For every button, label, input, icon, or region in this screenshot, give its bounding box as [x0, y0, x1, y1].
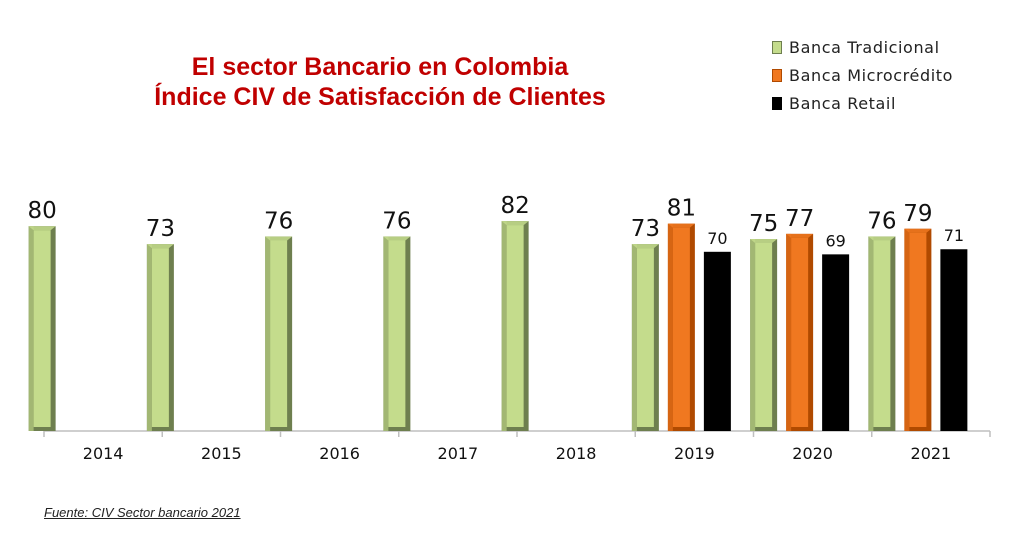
x-tick-label: 2015 [201, 444, 242, 463]
legend-item-microcredito: Banca Microcrédito [772, 61, 953, 89]
data-label: 73 [631, 216, 660, 242]
legend-item-tradicional: Banca Tradicional [772, 33, 953, 61]
data-label: 70 [707, 229, 727, 248]
x-tick-label: 2018 [556, 444, 597, 463]
data-label: 76 [867, 208, 896, 234]
bar-banca-retail-2019 [703, 251, 731, 431]
bar-banca-tradicional-2018 [501, 221, 529, 431]
bar-banca-tradicional-2019 [631, 244, 659, 431]
legend-label-microcredito: Banca Microcrédito [789, 65, 954, 85]
data-label: 75 [749, 211, 778, 237]
bar-banca-retail-2021 [940, 249, 968, 431]
data-label: 71 [944, 226, 964, 245]
bar-banca-retail-2020 [822, 254, 850, 431]
data-label: 76 [264, 208, 293, 234]
bar-banca-tradicional-2021 [868, 236, 896, 431]
bar-banca-tradicional-2016 [265, 236, 293, 431]
bar-banca-microcr-dito-2020 [786, 233, 814, 431]
data-label: 76 [382, 208, 411, 234]
bar-banca-microcr-dito-2019 [667, 223, 695, 431]
bar-banca-microcr-dito-2021 [904, 228, 932, 431]
data-label: 81 [667, 196, 696, 222]
bar-banca-tradicional-2014 [28, 226, 56, 431]
legend-item-retail: Banca Retail [772, 89, 953, 117]
legend-label-tradicional: Banca Tradicional [789, 37, 940, 57]
bar-banca-tradicional-2020 [750, 239, 778, 431]
legend-label-retail: Banca Retail [789, 93, 897, 113]
chart-title-line-1: El sector Bancario en Colombia [191, 53, 569, 81]
data-label: 69 [825, 231, 845, 250]
x-tick-label: 2021 [911, 444, 952, 463]
legend-swatch-tradicional [772, 40, 782, 54]
legend: Banca Tradicional Banca Microcrédito Ban… [772, 33, 953, 117]
bar-banca-tradicional-2017 [383, 236, 411, 431]
x-tick-label: 2017 [438, 444, 479, 463]
x-tick-label: 2014 [83, 444, 124, 463]
x-tick-label: 2019 [674, 444, 715, 463]
data-label: 82 [500, 193, 529, 219]
source-note: Fuente: CIV Sector bancario 2021 [44, 505, 241, 520]
data-label: 79 [903, 201, 932, 227]
chart-title-line-2: Índice CIV de Satisfacción de Clientes [154, 83, 606, 111]
bar-banca-tradicional-2015 [146, 244, 174, 431]
data-label: 77 [785, 206, 814, 232]
legend-swatch-microcredito [772, 68, 782, 82]
x-tick-label: 2016 [319, 444, 360, 463]
data-label: 73 [146, 216, 175, 242]
x-tick-label: 2020 [792, 444, 833, 463]
legend-swatch-retail [772, 96, 782, 110]
data-label: 80 [27, 198, 56, 224]
